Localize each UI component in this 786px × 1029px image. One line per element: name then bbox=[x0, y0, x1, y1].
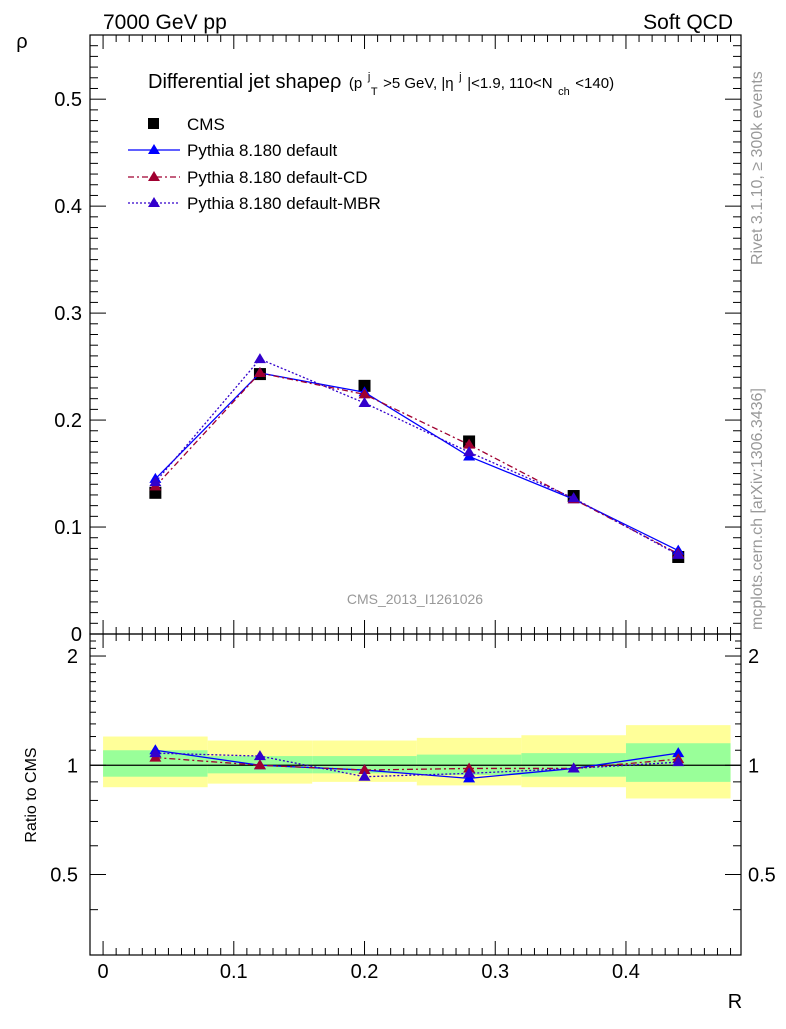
x-tick-label-0: 0 bbox=[98, 961, 109, 983]
ratio-line-2 bbox=[155, 752, 679, 778]
series-layer bbox=[149, 353, 685, 563]
ratio-series-2-point-2 bbox=[358, 770, 371, 781]
legend-marker-cms bbox=[148, 118, 159, 129]
legend: CMS Pythia 8.180 default Pythia 8.180 de… bbox=[128, 115, 381, 213]
rivet-label: Rivet 3.1.10, ≥ 300k events bbox=[749, 71, 766, 265]
x-tick-label-2: 0.2 bbox=[351, 961, 379, 983]
ratio-line-0 bbox=[155, 749, 679, 780]
legend-label-cms: CMS bbox=[187, 115, 225, 134]
ratio-tick-label-right-0: 0.5 bbox=[748, 864, 776, 886]
ratio-series-0-point-3 bbox=[463, 772, 476, 783]
ratio-tick-label-left-0: 0.5 bbox=[50, 864, 78, 886]
ratio-tick-label-left-2: 2 bbox=[67, 646, 78, 668]
plot-title-end: <140) bbox=[575, 75, 614, 92]
ratio-series-2-point-5 bbox=[672, 756, 685, 767]
x-tick-label-1: 0.1 bbox=[220, 961, 248, 983]
plot-title-main: Differential jet shapeρ bbox=[148, 71, 341, 93]
header-right: Soft QCD bbox=[643, 11, 733, 34]
ratio-series-0-point-5 bbox=[672, 747, 685, 758]
ratio-tick-label-left-1: 1 bbox=[67, 755, 78, 777]
y-tick-label-3: 0.3 bbox=[54, 303, 82, 325]
series-line-1 bbox=[154, 372, 679, 552]
series-line-3 bbox=[154, 358, 679, 556]
plot-title-pt-sup: j bbox=[367, 71, 370, 83]
plot-title-mid2: |<1.9, 110<N bbox=[467, 75, 552, 92]
ratio-series-2-point-4 bbox=[567, 762, 580, 773]
ratio-series-layer bbox=[149, 744, 685, 783]
series-3-point-0 bbox=[149, 476, 162, 487]
legend-label-mbr: Pythia 8.180 default-MBR bbox=[187, 194, 381, 213]
ratio-plot-frame bbox=[89, 633, 742, 956]
x-tick-label-3: 0.3 bbox=[481, 961, 509, 983]
y-tick-label-4: 0.4 bbox=[54, 196, 82, 218]
series-2-point-3 bbox=[463, 438, 476, 449]
plot-title-p: (p bbox=[349, 75, 362, 92]
ratio-tick-label-right-2: 2 bbox=[748, 646, 759, 668]
ratio-series-2-point-0 bbox=[149, 747, 162, 758]
plot-title-eta-sup: j bbox=[458, 71, 461, 83]
legend-label-default: Pythia 8.180 default bbox=[187, 141, 338, 160]
ratio-line-1 bbox=[155, 756, 679, 771]
legend-marker-mbr bbox=[148, 197, 160, 207]
series-0-point-2 bbox=[358, 379, 371, 392]
series-2-point-2 bbox=[358, 388, 371, 399]
series-3-point-1 bbox=[253, 353, 266, 364]
plot-title: Differential jet shapeρ (p j T >5 GeV, |… bbox=[148, 63, 614, 100]
ratio-series-1-point-1 bbox=[253, 759, 266, 770]
legend-label-cd: Pythia 8.180 default-CD bbox=[187, 168, 368, 187]
plot-title-pt-sub: T bbox=[371, 86, 378, 98]
ratio-series-2-point-1 bbox=[253, 750, 266, 761]
y-tick-label-2: 0.2 bbox=[54, 410, 82, 432]
legend-marker-default bbox=[148, 144, 160, 154]
ratio-bands bbox=[103, 725, 731, 799]
plot-title-mid: >5 GeV, |η bbox=[383, 75, 453, 92]
y-tick-label-5: 0.5 bbox=[54, 89, 82, 111]
series-3-point-5 bbox=[672, 548, 685, 559]
series-3-point-3 bbox=[463, 446, 476, 457]
series-3-point-2 bbox=[358, 396, 371, 407]
ratio-y-axis-label: Ratio to CMS bbox=[23, 747, 40, 842]
ratio-series-1-point-2 bbox=[358, 764, 371, 775]
y-axis-label: ρ bbox=[16, 31, 27, 53]
y-tick-label-1: 0.1 bbox=[54, 517, 82, 539]
plot-title-nch-sub: ch bbox=[558, 86, 570, 98]
mcplots-label: mcplots.cern.ch [arXiv:1306.3436] bbox=[749, 388, 766, 630]
legend-marker-cd bbox=[148, 171, 160, 181]
series-2-point-1 bbox=[253, 367, 266, 378]
ratio-series-2-point-3 bbox=[463, 767, 476, 778]
series-3-point-4 bbox=[567, 492, 580, 503]
header-left: 7000 GeV pp bbox=[103, 11, 227, 34]
x-axis-label: R bbox=[728, 991, 742, 1013]
analysis-watermark: CMS_2013_I1261026 bbox=[347, 591, 483, 607]
ratio-tick-label-right-1: 1 bbox=[748, 755, 759, 777]
axes: 0 0.1 0.2 0.3 0.4 0 0.1 0.2 0.3 0.4 0.5 0.5 0.5 1 1 2 2 bbox=[50, 34, 776, 983]
y-tick-label-0: 0 bbox=[71, 624, 82, 646]
x-tick-label-4: 0.4 bbox=[612, 961, 640, 983]
